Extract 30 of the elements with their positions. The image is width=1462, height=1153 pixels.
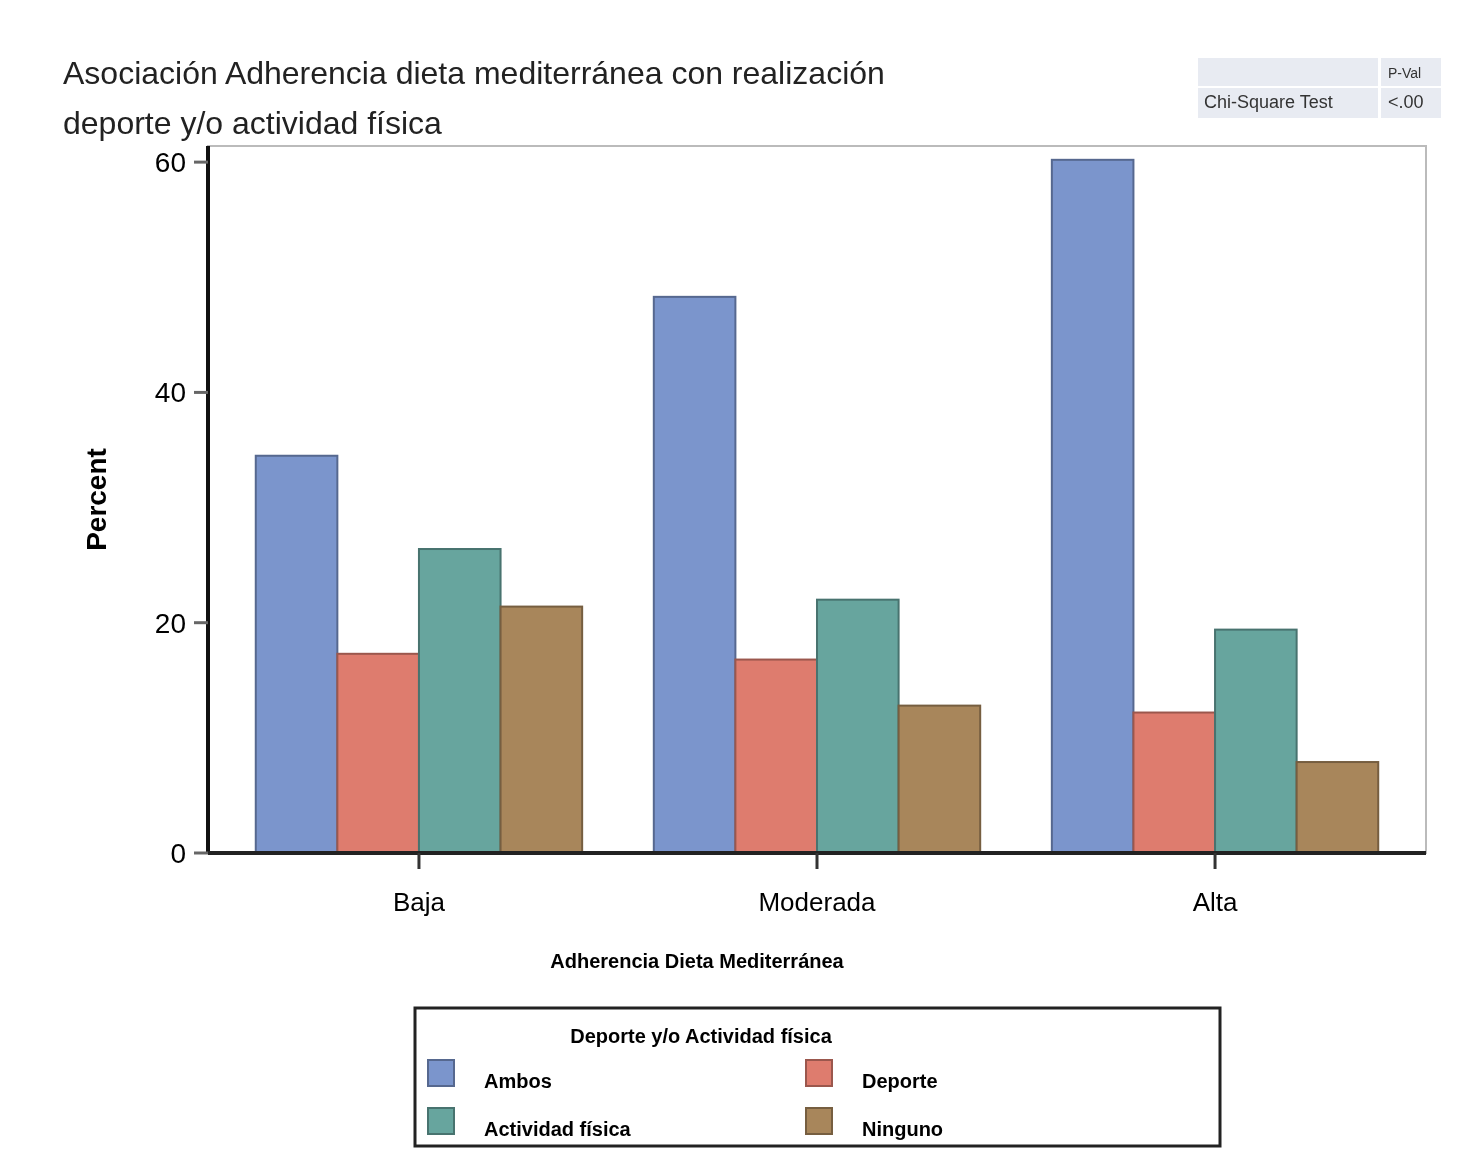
- bar: [1295, 761, 1380, 854]
- legend-label: Ambos: [484, 1070, 552, 1092]
- bar: [652, 295, 737, 854]
- bar: [897, 704, 982, 854]
- bar: [499, 605, 584, 854]
- legend-title: Deporte y/o Actividad física: [570, 1025, 833, 1047]
- x-tick-label: Moderada: [758, 887, 877, 917]
- y-tick-label: 60: [154, 146, 186, 178]
- chart-title: Asociación Adherencia dieta mediterránea con realización deporte y/o actividad física: [63, 55, 885, 141]
- text: Chi-Square Test: [1204, 92, 1333, 112]
- x-tick-label: Alta: [1192, 887, 1238, 917]
- bar: [1132, 711, 1217, 854]
- y-tick-label: 20: [154, 607, 186, 639]
- legend-label: Deporte: [862, 1070, 938, 1092]
- bar: [816, 598, 900, 854]
- y-tick-label: 0: [170, 837, 186, 869]
- text: <.00: [1388, 92, 1424, 112]
- y-axis-title: Percent: [81, 448, 112, 551]
- text: P-Val: [1388, 65, 1422, 81]
- bar: [336, 652, 420, 854]
- y-tick-label: 40: [154, 377, 186, 409]
- legend-label: Ninguno: [862, 1118, 944, 1140]
- x-axis-title: Adherencia Dieta Mediterránea: [550, 950, 845, 972]
- legend-label: Actividad física: [484, 1118, 632, 1140]
- x-tick-label: Baja: [392, 887, 446, 917]
- bar: [1050, 158, 1135, 854]
- bar: [1214, 628, 1298, 854]
- bar: [254, 454, 339, 854]
- bar: [734, 658, 818, 854]
- bar: [417, 548, 502, 854]
